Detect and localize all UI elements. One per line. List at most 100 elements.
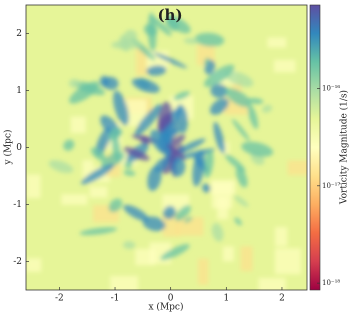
vortex-filament [146, 65, 167, 76]
vortex-filament [241, 141, 274, 157]
vortex-filament [166, 143, 186, 161]
vortex-filament [153, 52, 188, 69]
x-axis-label: x (Mpc) [149, 302, 184, 313]
vorticity-field [26, 5, 307, 290]
colorbar-tick-label: 10⁻¹⁶ [322, 84, 340, 92]
warm-patch [258, 278, 286, 290]
vortex-filament [203, 64, 235, 88]
vortex-filament [202, 183, 211, 193]
vortex-filament [173, 91, 191, 101]
warm-patch [273, 59, 296, 73]
vortex-filament [95, 126, 112, 156]
vortex-filament [123, 241, 136, 250]
warm-patch [274, 248, 301, 275]
vortex-filament [123, 204, 149, 222]
vortex-filament [225, 88, 251, 108]
vortex-filament [183, 216, 193, 223]
vortex-filament [246, 97, 264, 105]
warm-patch [135, 47, 148, 76]
y-axis-label: y (Mpc) [3, 130, 14, 166]
vortex-filament [160, 244, 190, 261]
vortex-filament [147, 165, 162, 192]
x-tick-label: -1 [111, 294, 120, 304]
warm-patch [240, 246, 253, 272]
warm-patch [287, 160, 307, 176]
vortex-filament [154, 157, 170, 173]
y-tick-label: -1 [13, 200, 22, 210]
warm-patch [70, 116, 86, 134]
y-tick-label: 0 [16, 143, 22, 153]
vortex-filament [194, 32, 225, 47]
vortex-filament [163, 205, 176, 220]
vortex-filament [234, 217, 242, 226]
vortex-filament [203, 149, 214, 179]
panel-label: (h) [157, 6, 182, 24]
vortex-filament [213, 121, 225, 154]
vortex-filament [63, 139, 75, 151]
colorbar-tick-label: 10⁻¹⁷ [322, 182, 340, 190]
vortex-filament [143, 24, 158, 37]
warm-patch [110, 276, 139, 290]
vortex-filament [90, 147, 106, 162]
warm-patch [211, 182, 233, 209]
vortex-filament [68, 79, 81, 88]
warm-patch [275, 227, 288, 247]
vortex-filament [123, 170, 136, 176]
vortex-filament [134, 104, 162, 136]
vortex-filament [165, 15, 179, 31]
field-structures [26, 12, 307, 290]
vortex-filament [119, 35, 130, 52]
vortex-filament [235, 166, 248, 188]
colorbar-label: Vorticity Magnitude (1/s) [339, 90, 350, 205]
vortex-filament [176, 138, 206, 154]
vortex-filament [261, 104, 273, 113]
vortex-filament [108, 198, 123, 213]
colorbar-tick-label: 10⁻¹⁸ [322, 279, 340, 287]
vortex-filament [209, 98, 229, 115]
warm-patch [124, 99, 147, 127]
y-tick-label: -2 [13, 257, 22, 267]
vortex-filament [225, 71, 254, 88]
vortex-filament [48, 160, 74, 174]
warm-patch [26, 258, 42, 273]
vortex-filament [176, 148, 215, 160]
vortex-filament [101, 152, 125, 169]
warm-patch [89, 186, 108, 198]
vortex-filament [233, 195, 249, 207]
vortex-filament [124, 160, 133, 169]
vortex-filament [204, 57, 210, 66]
vortex-filament [210, 83, 228, 98]
vortex-filament [183, 37, 200, 44]
vortex-filament [131, 78, 160, 93]
x-tick-label: 1 [223, 294, 229, 304]
warm-patch [61, 194, 88, 205]
warm-patch [176, 217, 204, 236]
vortex-filament [151, 16, 172, 36]
y-tick-label: 2 [16, 29, 22, 39]
warm-patch [197, 258, 209, 285]
vortex-filament [113, 90, 129, 126]
y-tick-label: 1 [16, 86, 22, 96]
vortex-filament [140, 135, 150, 146]
vortex-filament [171, 157, 186, 177]
vortex-filament [157, 121, 178, 150]
vortex-filament [69, 81, 100, 104]
x-tick-label: 0 [168, 294, 174, 304]
vortex-filament [108, 127, 123, 141]
x-tick-label: 2 [279, 294, 285, 304]
vortex-filament [175, 104, 188, 134]
warm-patch [222, 246, 234, 262]
warm-patch [135, 248, 156, 266]
vortex-filament [247, 103, 259, 130]
vortex-filament [211, 223, 224, 242]
x-tick-label: -2 [55, 294, 64, 304]
warm-patch [82, 160, 94, 185]
vortex-filament [79, 227, 118, 236]
vortex-filament [99, 75, 110, 87]
warm-patch [267, 37, 287, 48]
vortex-filament [231, 118, 250, 141]
vortex-filament [123, 147, 150, 161]
vortex-filament [175, 205, 191, 221]
warm-patch [231, 80, 242, 96]
